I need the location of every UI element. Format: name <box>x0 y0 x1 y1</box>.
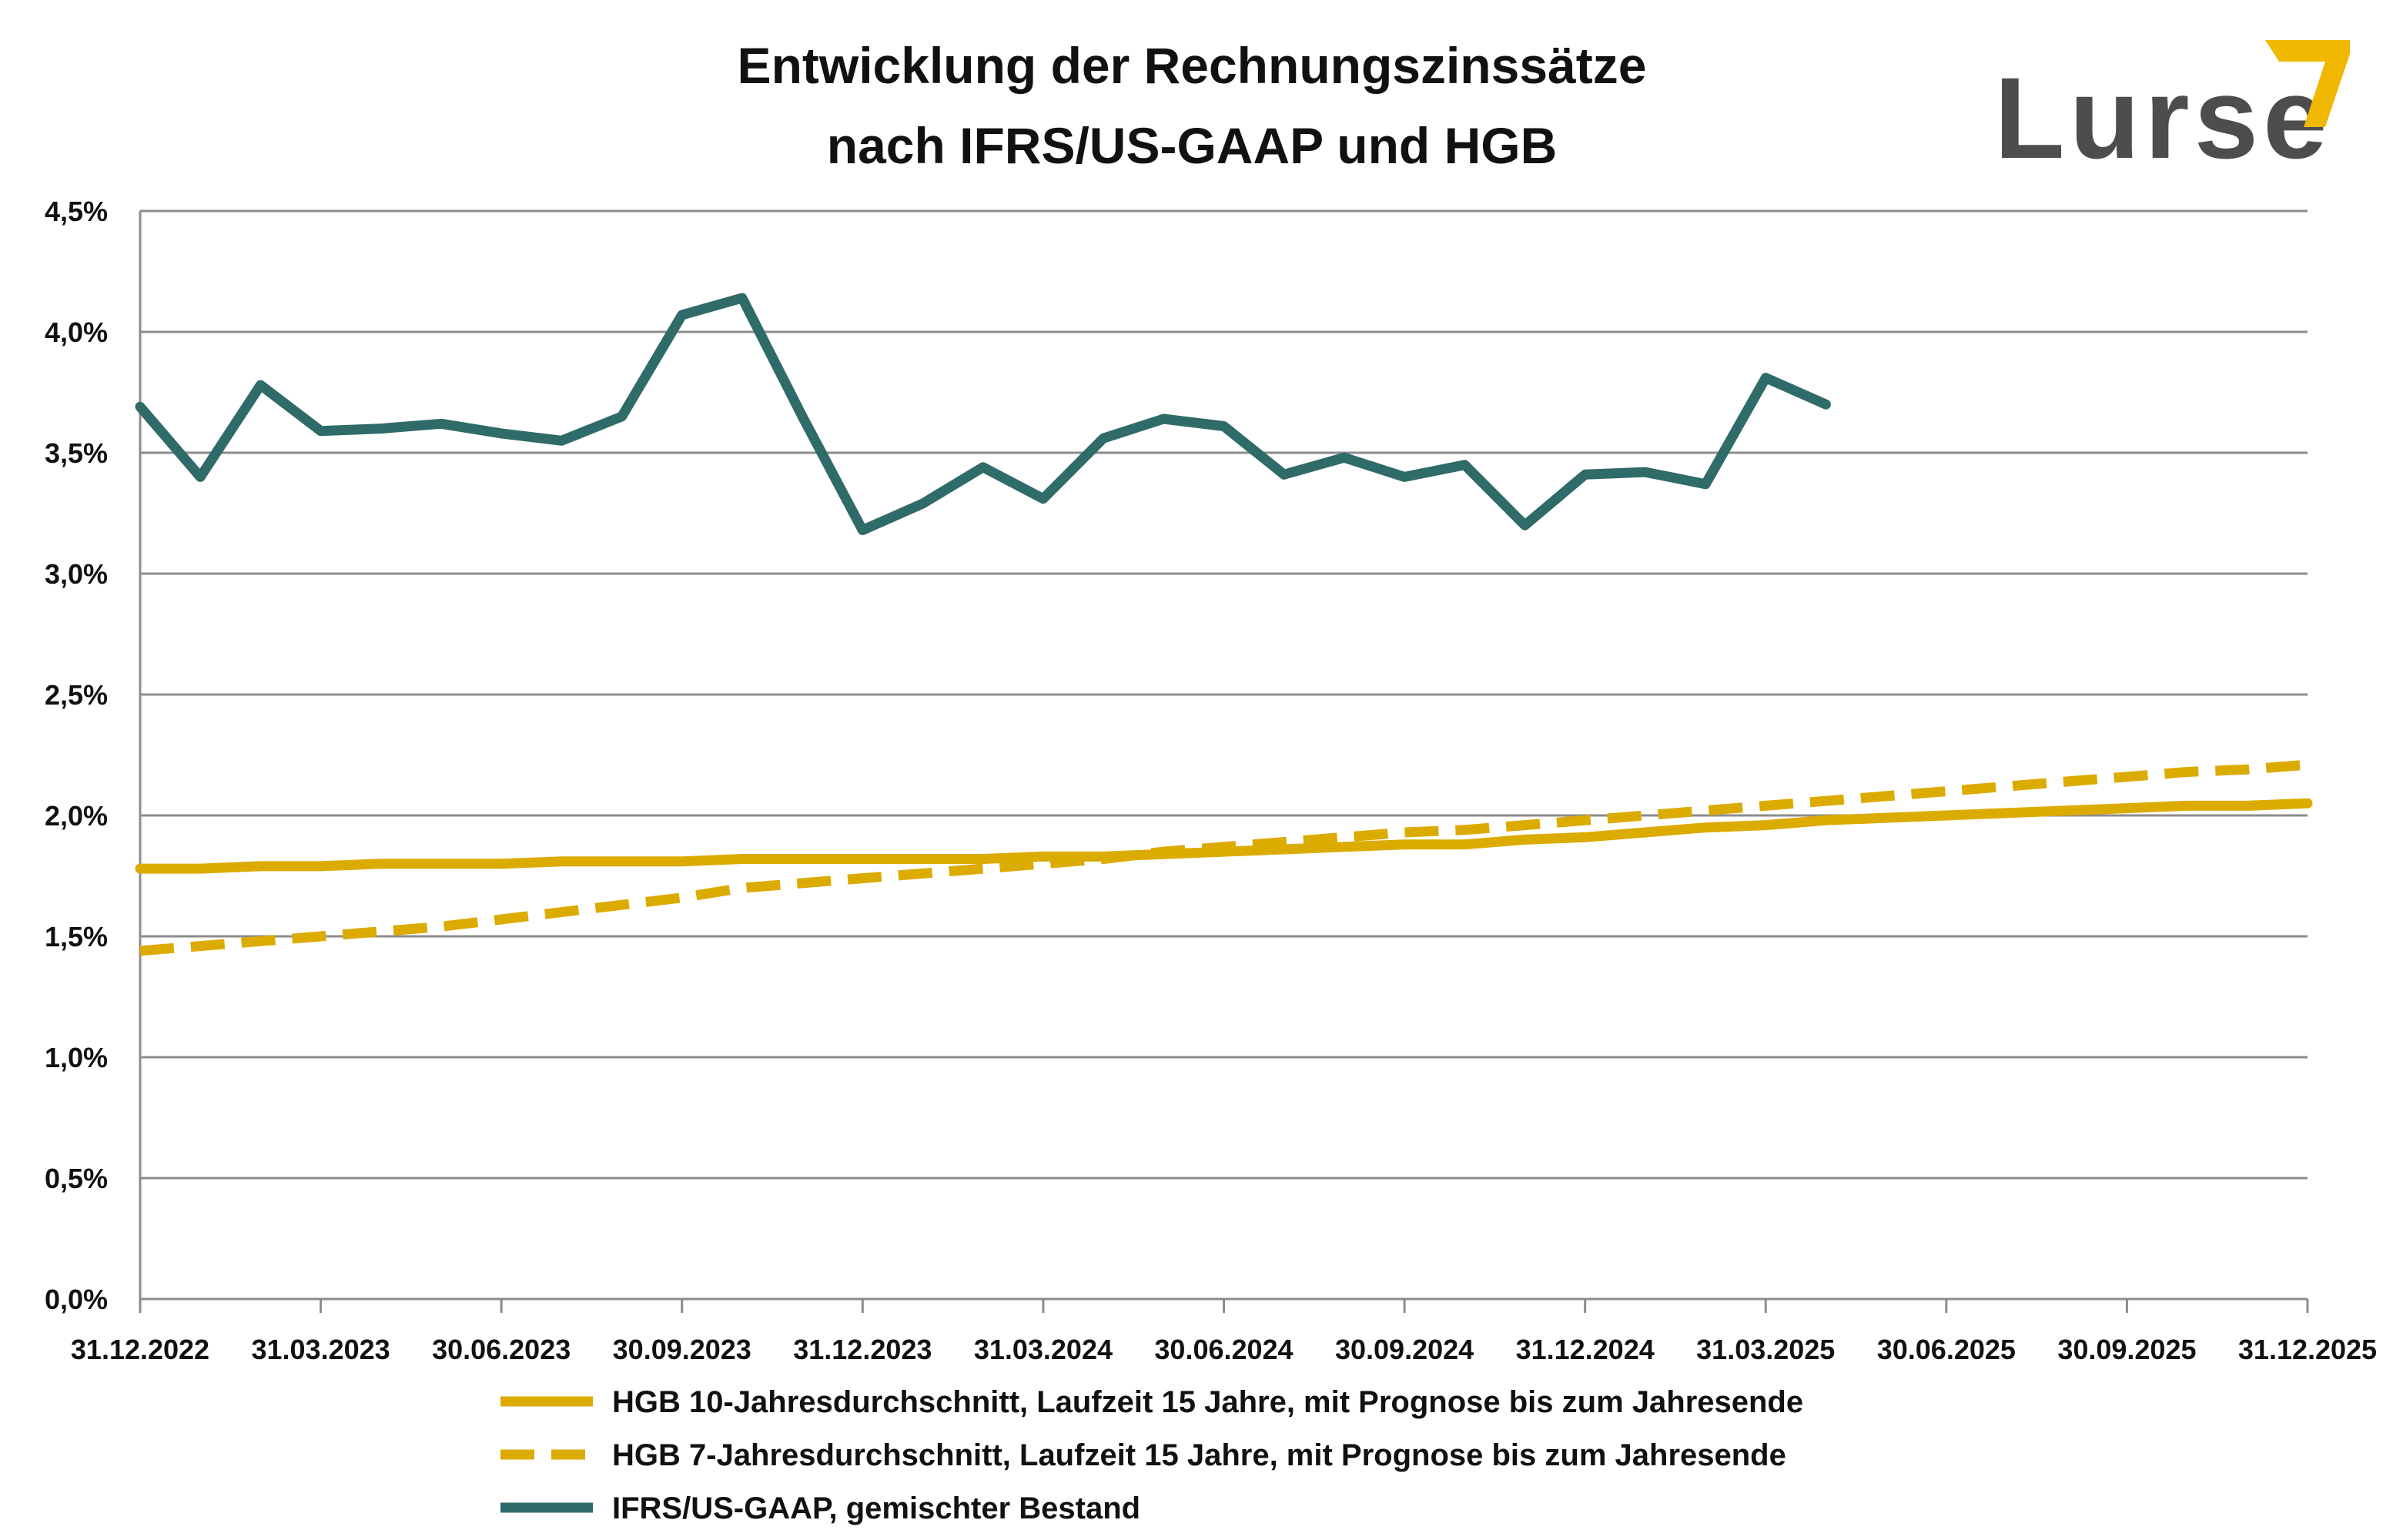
legend: HGB 10-Jahresdurchschnitt, Laufzeit 15 J… <box>500 1385 1803 1525</box>
x-tick-label: 31.12.2025 <box>2238 1334 2377 1365</box>
y-tick-label: 0,0% <box>45 1284 108 1315</box>
x-tick-label: 30.09.2024 <box>1335 1334 1474 1365</box>
legend-label-3: IFRS/US-GAAP, gemischter Bestand <box>612 1491 1140 1525</box>
y-tick-labels: 0,0% 0,5% 1,0% 1,5% 2,0% 2,5% 3,0% 3,5% 4,0% 4,5% <box>45 196 108 1315</box>
x-tick-label: 31.03.2024 <box>974 1334 1113 1365</box>
x-tick-label: 30.06.2025 <box>1877 1334 2016 1365</box>
series-line-2 <box>139 759 2308 956</box>
y-tick-label: 2,0% <box>45 800 108 832</box>
y-tick-label: 3,5% <box>45 437 108 469</box>
x-tick-label: 31.03.2025 <box>1696 1334 1835 1365</box>
x-tick-label: 31.12.2022 <box>71 1334 209 1365</box>
x-tick-label: 30.09.2023 <box>613 1334 751 1365</box>
y-tick-label: 1,0% <box>45 1042 108 1073</box>
x-tick-label: 31.03.2023 <box>251 1334 390 1365</box>
x-tick-label: 30.06.2023 <box>432 1334 571 1365</box>
chart-title-line-2: nach IFRS/US-GAAP und HGB <box>827 117 1558 174</box>
lurse-logo: Lurse <box>1994 40 2350 182</box>
gridlines <box>140 209 2308 1180</box>
y-tick-label: 3,0% <box>45 558 108 590</box>
y-tick-label: 0,5% <box>45 1163 108 1194</box>
x-tick-labels: 31.12.2022 31.03.2023 30.06.2023 30.09.2023… <box>71 1334 2377 1365</box>
logo-wordmark: Lurse <box>1994 53 2331 182</box>
x-tick-label: 30.09.2025 <box>2057 1334 2196 1365</box>
legend-label-1: HGB 10-Jahresdurchschnitt, Laufzeit 15 J… <box>612 1385 1803 1419</box>
x-tick-label: 31.12.2024 <box>1516 1334 1655 1365</box>
series-line-1 <box>135 798 2313 874</box>
x-tick-label: 31.12.2023 <box>793 1334 932 1365</box>
axes <box>139 211 2309 1313</box>
x-tick-label: 30.06.2024 <box>1154 1334 1293 1365</box>
y-tick-label: 4,5% <box>45 196 108 227</box>
legend-label-2: HGB 7-Jahresdurchschnitt, Laufzeit 15 Ja… <box>612 1438 1786 1472</box>
logo-accent-arrow <box>2265 40 2350 127</box>
y-tick-label: 2,5% <box>45 679 108 711</box>
series-line-3 <box>135 293 1831 535</box>
y-tick-label: 1,5% <box>45 921 108 952</box>
series-lines <box>135 293 2313 956</box>
chart-title-line-1: Entwicklung der Rechnungszinssätze <box>738 37 1647 94</box>
y-tick-label: 4,0% <box>45 316 108 348</box>
